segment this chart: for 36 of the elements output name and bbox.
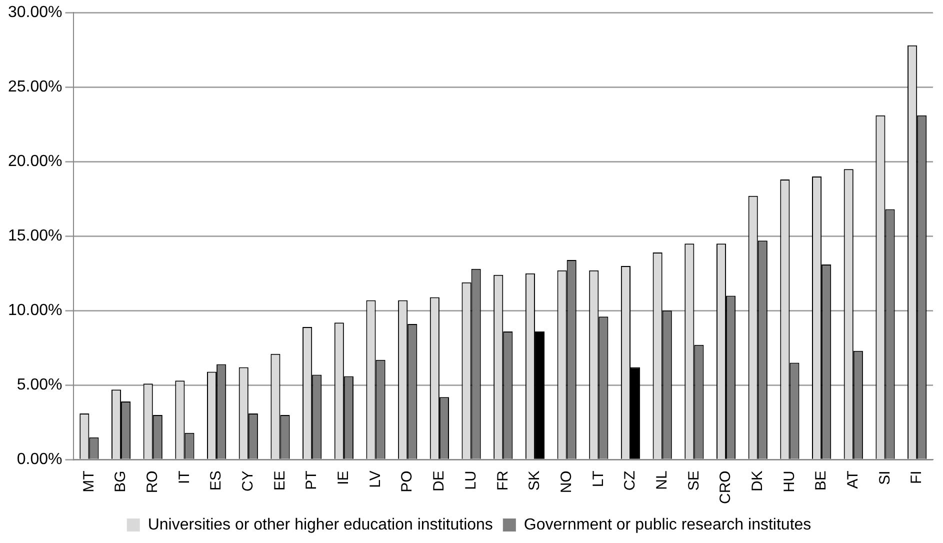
y-tick-label: 25.00% <box>8 78 62 96</box>
x-tick-label: PO <box>398 470 416 492</box>
x-tick-label: DK <box>749 470 766 492</box>
y-tick-label: 30.00% <box>8 4 62 22</box>
x-tick-label: LT <box>590 470 607 488</box>
x-tick-label: BG <box>112 470 130 492</box>
x-tick-label: SI <box>876 470 894 485</box>
legend-label: Government or public research institutes <box>524 516 812 534</box>
x-tick-label: NL <box>653 470 670 490</box>
x-tick-label: FR <box>494 470 512 491</box>
x-tick-label: LU <box>462 470 480 490</box>
x-tick-label: HU <box>780 470 798 492</box>
x-tick-label: NO <box>558 470 575 494</box>
x-tick-label: PT <box>303 470 320 490</box>
y-tick-label: 10.00% <box>8 302 62 320</box>
y-tick-label: 15.00% <box>8 228 62 245</box>
x-tick-label: EE <box>271 470 288 491</box>
x-tick-label: AT <box>844 470 862 489</box>
x-tick-label: IT <box>176 470 193 484</box>
x-tick-label: FI <box>908 470 926 484</box>
x-tick-label: CRO <box>717 470 734 504</box>
x-tick-label: IE <box>335 470 352 485</box>
x-tick-label: SE <box>685 470 702 491</box>
legend-label: Universities or other higher education institutions <box>148 516 493 534</box>
x-tick-label: DE <box>430 470 448 492</box>
x-tick-label: RO <box>144 470 162 494</box>
x-tick-label: ES <box>208 470 225 491</box>
x-tick-label: BE <box>812 470 830 491</box>
x-tick-label: CY <box>240 470 257 492</box>
x-tick-label: CZ <box>622 470 639 491</box>
x-tick-label: LV <box>366 470 384 488</box>
y-tick-label: 0.00% <box>16 451 62 468</box>
y-tick-label: 20.00% <box>8 153 62 170</box>
x-tick-label: SK <box>526 470 544 491</box>
x-tick-label: MT <box>80 470 98 492</box>
y-tick-label: 5.00% <box>16 376 62 394</box>
